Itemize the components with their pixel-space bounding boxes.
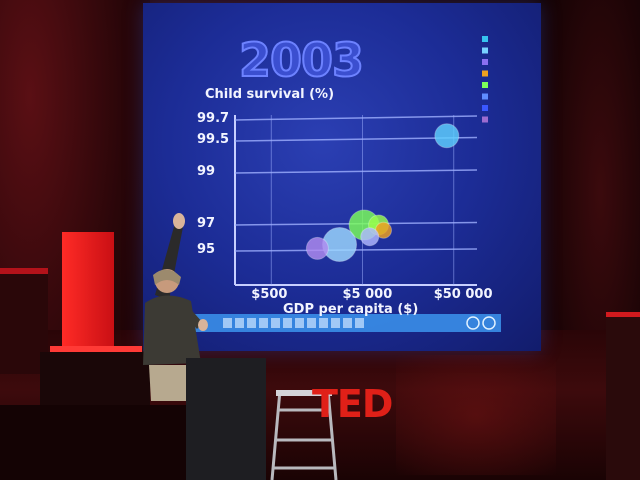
y-axis-label: Child survival (%) bbox=[205, 87, 335, 102]
year-label: 2003 bbox=[238, 32, 365, 88]
bubble-chart bbox=[195, 36, 501, 332]
legend-swatch bbox=[482, 59, 488, 65]
y-tick-label: 95 bbox=[197, 242, 216, 257]
gridline-y bbox=[234, 115, 478, 121]
timeline-tick bbox=[307, 318, 316, 328]
timeline-tick bbox=[235, 318, 244, 328]
timeline-tick bbox=[319, 318, 328, 328]
legend-swatch bbox=[482, 47, 488, 54]
podium-front bbox=[0, 405, 210, 480]
y-tick-label: 97 bbox=[197, 216, 216, 231]
data-bubble bbox=[434, 123, 460, 149]
speaker-podium bbox=[186, 358, 266, 480]
legend-swatch bbox=[482, 82, 488, 88]
data-bubble bbox=[360, 227, 380, 247]
legend-swatch bbox=[482, 70, 488, 77]
timeline-tick bbox=[259, 318, 268, 328]
y-tick-label: 99.5 bbox=[197, 132, 230, 147]
timeline-control bbox=[466, 316, 480, 330]
y-tick-label: 99 bbox=[197, 164, 216, 179]
x-tick-label: $50 000 bbox=[433, 287, 493, 302]
legend-swatch bbox=[482, 116, 488, 123]
ted-logo: TED bbox=[312, 382, 393, 426]
red-display-block bbox=[62, 232, 114, 352]
gridline-y bbox=[234, 248, 478, 252]
x-tick-label: $500 bbox=[251, 287, 288, 302]
timeline-tick bbox=[331, 318, 340, 328]
x-tick-label: $5 000 bbox=[342, 287, 393, 302]
legend-swatch bbox=[482, 105, 488, 111]
step-ladder bbox=[270, 390, 338, 480]
gridline-y bbox=[234, 169, 478, 174]
y-tick-label: 99.7 bbox=[197, 111, 230, 126]
timeline-tick bbox=[247, 318, 256, 328]
timeline-tick bbox=[283, 318, 292, 328]
timeline-control bbox=[482, 316, 496, 330]
speaker-figure bbox=[143, 213, 208, 401]
projection-screen: 2003 Child survival (%) GDP per capita (… bbox=[143, 3, 541, 351]
timeline-tick bbox=[343, 318, 352, 328]
right-stand bbox=[606, 312, 640, 480]
legend-swatch bbox=[482, 93, 488, 100]
timeline-tick bbox=[355, 318, 364, 328]
timeline-tick bbox=[223, 318, 232, 328]
timeline-tick bbox=[295, 318, 304, 328]
timeline-tick bbox=[271, 318, 280, 328]
floor-glow bbox=[396, 355, 556, 475]
x-axis-label: GDP per capita ($) bbox=[283, 302, 419, 317]
legend-swatch bbox=[482, 36, 488, 42]
red-ledge bbox=[50, 346, 142, 356]
data-bubble bbox=[305, 236, 329, 260]
